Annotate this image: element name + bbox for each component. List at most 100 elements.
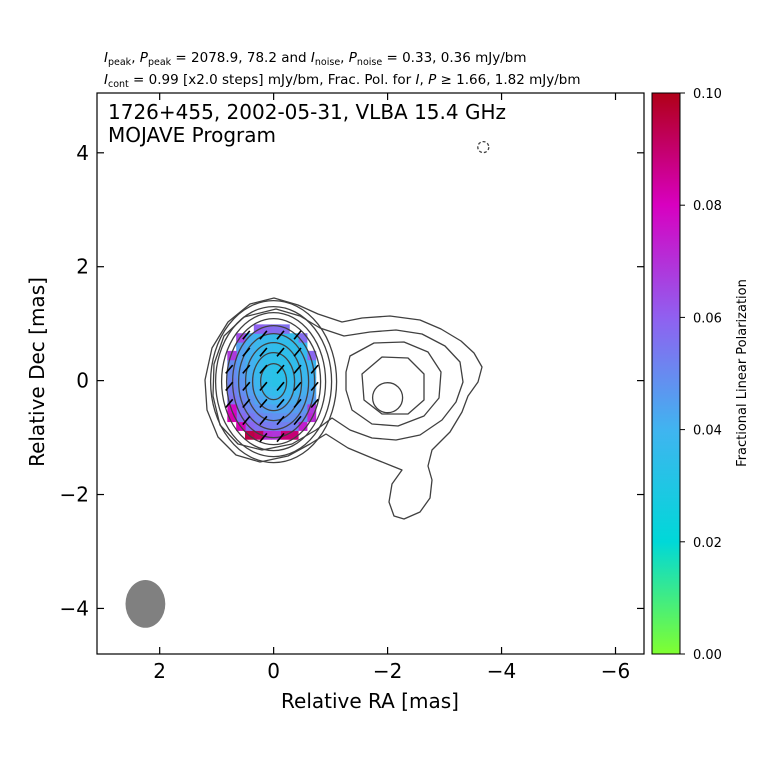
contour [225,317,322,446]
evpa-vector [276,432,285,443]
pol-pixel [253,394,264,405]
colorbar-ticks: 0.00 0.02 0.04 0.06 0.08 0.10 [680,87,722,663]
pol-pixel [253,403,264,414]
evpa-vector [293,398,302,409]
pol-pixel [297,394,308,405]
pol-pixel [289,421,299,431]
pol-pixel [280,403,290,414]
pol-pixel [262,412,273,423]
pol-pixel [244,403,255,414]
pol-pixel [262,421,273,431]
pol-pixel [244,368,255,378]
contour [204,297,483,520]
evpa-vector [259,330,268,340]
pol-pixel [236,350,246,361]
evpa-vector [242,330,251,340]
evpa-vector [310,398,319,409]
pol-pixel [280,333,290,343]
header-line-2: Icont = 0.99 [x2.0 steps] mJy/bm, Frac. … [104,72,581,90]
pol-pixel [244,377,255,387]
colorbar-label: Fractional Linear Polarization [735,279,750,467]
evpa-vector [293,415,302,426]
pol-pixel [262,359,273,370]
colorbar-tick-label: 0.06 [693,311,722,326]
evpa-vector [293,364,302,374]
y-axis-label: Relative Dec [mas] [25,277,49,467]
pol-pixel [297,359,308,370]
pol-pixel [236,333,246,343]
evpa-vector [276,330,285,340]
pol-pixel [236,386,246,396]
colorbar-tick-label: 0.10 [693,87,722,102]
pol-pixel [236,412,246,423]
contour [244,341,303,422]
contour [371,382,404,414]
pol-pixel [253,377,264,387]
evpa-vector [276,415,285,426]
colorbar-tick-label: 0.08 [693,199,722,214]
colorbar-tick-label: 0.00 [693,648,722,663]
pol-pixel [271,403,281,414]
contour [214,305,333,458]
pol-pixel [289,342,299,352]
y-tick-label: 2 [76,255,89,279]
pol-pixel [306,394,317,405]
pol-pixel [244,359,255,370]
x-tick-label: 2 [153,659,166,683]
pol-pixel [244,430,255,440]
pol-pixel [227,412,237,423]
evpa-vector [310,364,319,374]
pol-pixel [280,421,290,431]
pol-pixel [297,421,308,431]
pol-pixel [262,350,273,361]
beam-ellipse [125,580,166,628]
pol-pixel [306,359,317,370]
pol-pixel [271,421,281,431]
pol-pixel [253,421,264,431]
negative-contour [477,140,490,154]
contour [209,299,338,464]
evpa-vector [276,398,285,409]
contour [231,324,316,439]
pol-pixel [253,430,264,440]
pol-pixel [297,386,308,396]
pol-pixel [262,342,273,352]
pol-pixel [297,377,308,387]
evpa-vector [242,415,251,426]
pol-pixel [271,412,281,423]
evpa-vector [242,347,251,357]
plot-area [125,140,490,628]
pol-pixel [289,359,299,370]
evpa-vector [293,381,302,392]
pol-pixel [262,386,273,396]
evpa-vector [276,347,285,357]
colorbar-tick-label: 0.04 [693,424,722,439]
evpa-vector [242,398,251,409]
colorbar-tick-label: 0.02 [693,536,722,551]
evpa-vectors [225,330,319,443]
pol-pixel [297,412,308,423]
pol-pixel [280,350,290,361]
pol-pixel [244,333,255,343]
pol-pixel [227,403,237,414]
pol-pixel [227,359,237,370]
pol-pixel [236,368,246,378]
pol-pixel [297,342,308,352]
pol-pixel [306,350,317,361]
pol-pixel [253,386,264,396]
pol-pixel [289,430,299,440]
contour [212,308,464,451]
pol-pixel [280,359,290,370]
evpa-vector [293,347,302,357]
colorbar [651,92,681,655]
contour [345,341,442,427]
pol-pixel [280,342,290,352]
pol-pixel [306,412,317,423]
y-tick-label: 4 [76,141,89,165]
evpa-vector [225,364,234,374]
pol-pixel [289,412,299,423]
pol-pixel [253,342,264,352]
pol-pixel [271,324,281,334]
pol-pixel [306,403,317,414]
